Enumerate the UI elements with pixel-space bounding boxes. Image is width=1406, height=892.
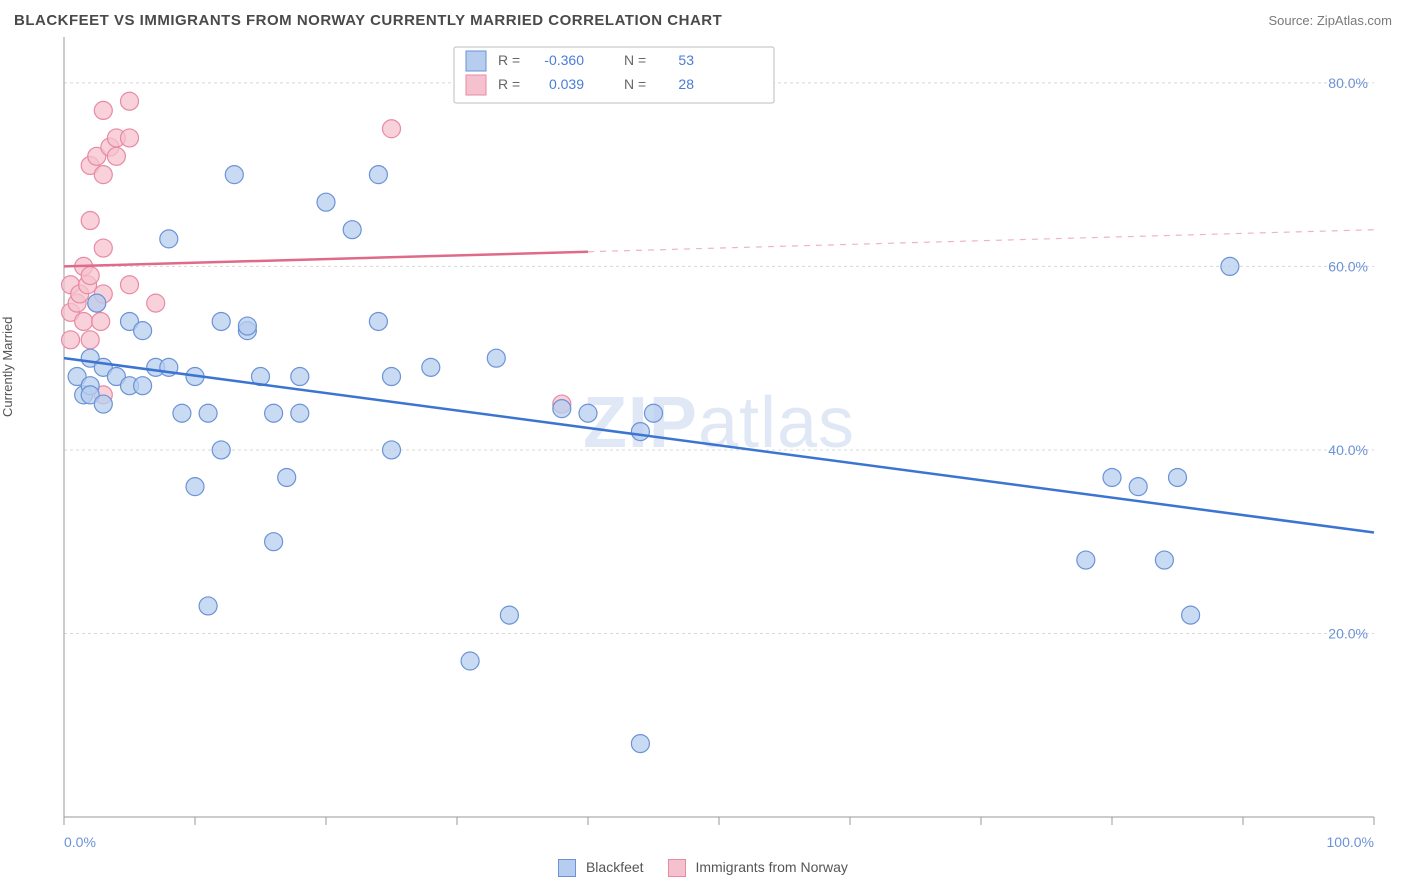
svg-text:53: 53 (678, 52, 694, 68)
svg-text:N =: N = (624, 52, 646, 68)
legend-swatch (466, 75, 486, 95)
scatter-point (1182, 606, 1200, 624)
scatter-point (81, 212, 99, 230)
scatter-point (94, 166, 112, 184)
scatter-point (212, 441, 230, 459)
header: BLACKFEET VS IMMIGRANTS FROM NORWAY CURR… (14, 10, 1392, 37)
bottom-legend: Blackfeet Immigrants from Norway (14, 859, 1392, 877)
scatter-point (291, 404, 309, 422)
scatter-point (238, 317, 256, 335)
scatter-chart: 20.0% 40.0% 60.0% 80.0% ZIPatlas 0.0% 100.0% R … (14, 37, 1392, 847)
scatter-point (278, 468, 296, 486)
scatter-point (631, 735, 649, 753)
scatter-point (383, 441, 401, 459)
scatter-point (1221, 257, 1239, 275)
scatter-point (121, 92, 139, 110)
scatter-point (75, 312, 93, 330)
scatter-point (383, 120, 401, 138)
scatter-point (265, 404, 283, 422)
scatter-point (134, 377, 152, 395)
legend-item-norway: Immigrants from Norway (668, 859, 848, 877)
chart-title: BLACKFEET VS IMMIGRANTS FROM NORWAY CURR… (14, 12, 722, 29)
svg-text:60.0%: 60.0% (1328, 258, 1368, 274)
chart-container: BLACKFEET VS IMMIGRANTS FROM NORWAY CURR… (0, 0, 1406, 892)
source-name: ZipAtlas.com (1317, 13, 1392, 28)
svg-text:0.039: 0.039 (549, 76, 584, 92)
scatter-point (369, 312, 387, 330)
chart-area: Currently Married 20.0%40.0%60.0%80.0%ZI… (14, 37, 1392, 877)
scatter-point (81, 331, 99, 349)
scatter-point (94, 395, 112, 413)
scatter-point (173, 404, 191, 422)
scatter-point (500, 606, 518, 624)
legend-label: Immigrants from Norway (695, 859, 847, 875)
scatter-point (1129, 478, 1147, 496)
scatter-point (107, 147, 125, 165)
svg-text:100.0%: 100.0% (1327, 834, 1374, 847)
scatter-point (645, 404, 663, 422)
svg-text:R =: R = (498, 76, 520, 92)
scatter-point (186, 478, 204, 496)
scatter-point (212, 312, 230, 330)
legend-swatch (466, 51, 486, 71)
scatter-point (225, 166, 243, 184)
source-prefix: Source: (1268, 13, 1316, 28)
scatter-point (62, 331, 80, 349)
scatter-point (134, 322, 152, 340)
scatter-point (487, 349, 505, 367)
legend-label: Blackfeet (586, 859, 644, 875)
scatter-point (199, 404, 217, 422)
svg-text:-0.360: -0.360 (544, 52, 584, 68)
trend-line-dashed (588, 230, 1374, 252)
svg-text:80.0%: 80.0% (1328, 75, 1368, 91)
svg-text:R =: R = (498, 52, 520, 68)
scatter-point (265, 533, 283, 551)
scatter-point (1077, 551, 1095, 569)
scatter-point (121, 129, 139, 147)
svg-text:ZIPatlas: ZIPatlas (583, 383, 855, 463)
scatter-point (461, 652, 479, 670)
scatter-point (383, 368, 401, 386)
svg-text:28: 28 (678, 76, 694, 92)
scatter-point (291, 368, 309, 386)
scatter-point (1103, 468, 1121, 486)
scatter-point (1155, 551, 1173, 569)
scatter-point (160, 230, 178, 248)
svg-text:0.0%: 0.0% (64, 834, 96, 847)
svg-text:N =: N = (624, 76, 646, 92)
scatter-point (317, 193, 335, 211)
scatter-point (369, 166, 387, 184)
scatter-point (121, 276, 139, 294)
scatter-point (1169, 468, 1187, 486)
scatter-point (422, 358, 440, 376)
scatter-point (81, 267, 99, 285)
svg-text:40.0%: 40.0% (1328, 442, 1368, 458)
scatter-point (553, 400, 571, 418)
scatter-point (579, 404, 597, 422)
svg-text:20.0%: 20.0% (1328, 625, 1368, 641)
scatter-point (94, 101, 112, 119)
legend-swatch-norway (668, 859, 686, 877)
scatter-point (94, 239, 112, 257)
scatter-point (147, 294, 165, 312)
scatter-point (92, 312, 110, 330)
y-axis-label: Currently Married (0, 317, 15, 417)
scatter-point (631, 423, 649, 441)
scatter-point (343, 221, 361, 239)
trend-line (64, 252, 588, 267)
legend-swatch-blackfeet (558, 859, 576, 877)
source-attribution: Source: ZipAtlas.com (1268, 13, 1392, 28)
legend-item-blackfeet: Blackfeet (558, 859, 643, 877)
scatter-point (88, 294, 106, 312)
scatter-point (199, 597, 217, 615)
